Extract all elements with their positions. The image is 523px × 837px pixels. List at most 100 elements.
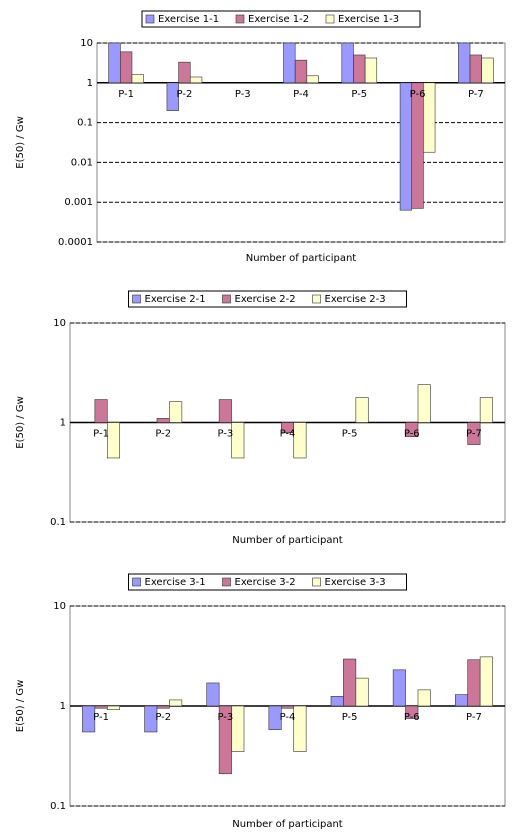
- legend-label: Exercise 3-1: [145, 577, 206, 588]
- x-tick-label: P-1: [118, 89, 134, 100]
- legend-swatch: [235, 14, 245, 24]
- bar: [423, 82, 436, 153]
- legend-box: [128, 573, 407, 591]
- x-tick-label: P-4: [293, 89, 309, 100]
- x-tick-label: P-6: [410, 89, 426, 100]
- y-tick-label: 1: [60, 418, 66, 429]
- legend-swatch: [132, 577, 141, 587]
- x-tick-label: P-2: [155, 429, 171, 440]
- x-tick-label: P-7: [468, 89, 484, 100]
- bar: [169, 401, 183, 423]
- x-tick-label: P-4: [280, 712, 296, 723]
- x-tick-label: P-3: [217, 712, 233, 723]
- x-tick-label: P-3: [235, 89, 251, 100]
- x-tick-label: P-5: [342, 712, 358, 723]
- bar: [82, 705, 96, 733]
- bar: [106, 422, 121, 459]
- legend-swatch: [325, 14, 335, 24]
- y-tick-label: 10: [53, 318, 66, 329]
- legend-box: [141, 10, 421, 28]
- y-axis-label: E(50) / Gw: [15, 116, 26, 169]
- bar: [94, 705, 108, 709]
- bar: [120, 51, 133, 84]
- legend-swatch: [312, 294, 321, 304]
- y-tick-label: 0.001: [64, 197, 93, 208]
- bar: [231, 705, 245, 752]
- y-tick-label: 10: [80, 38, 93, 49]
- legend-label: Exercise 3-2: [235, 577, 296, 588]
- bar: [392, 669, 406, 707]
- bar: [293, 422, 307, 459]
- legend-label: Exercise 2-1: [145, 294, 206, 305]
- bar: [458, 42, 471, 84]
- bar: [341, 42, 354, 84]
- x-tick-label: P-5: [342, 429, 358, 440]
- bar: [467, 659, 481, 707]
- bar: [166, 82, 179, 111]
- legend-box: [128, 290, 407, 308]
- bar: [467, 422, 481, 445]
- bar: [479, 397, 493, 423]
- bar: [481, 57, 494, 84]
- bar: [131, 74, 144, 84]
- bar: [283, 42, 296, 84]
- bar: [231, 422, 245, 459]
- legend-label: Exercise 1-2: [248, 14, 309, 25]
- x-tick-label: P-6: [404, 712, 420, 723]
- bar: [206, 682, 220, 707]
- bar: [106, 705, 121, 710]
- bar: [294, 59, 308, 84]
- bar: [306, 75, 319, 84]
- bar: [293, 705, 307, 752]
- x-tick-label: P-2: [155, 712, 171, 723]
- legend-swatch: [222, 577, 231, 587]
- bar: [280, 705, 295, 709]
- x-tick-label: P-5: [351, 89, 367, 100]
- y-axis-label: E(50) / Gw: [15, 396, 26, 449]
- x-axis-label: Number of participant: [246, 253, 357, 264]
- bar: [469, 54, 482, 84]
- legend-label: Exercise 2-2: [235, 294, 296, 305]
- x-tick-label: P-7: [466, 712, 482, 723]
- bar: [330, 696, 344, 707]
- bar: [399, 82, 413, 211]
- legend-swatch: [132, 294, 141, 304]
- bar: [411, 82, 424, 209]
- bar: [454, 694, 469, 707]
- bar: [156, 418, 170, 423]
- y-tick-label: 0.1: [77, 118, 93, 129]
- legend-label: Exercise 2-3: [325, 294, 386, 305]
- y-tick-label: 0.1: [50, 801, 66, 812]
- legend-swatch: [312, 577, 321, 587]
- y-tick-label: 0.01: [71, 157, 93, 168]
- legend-swatch: [222, 294, 231, 304]
- x-tick-label: P-2: [177, 89, 193, 100]
- x-tick-label: P-6: [404, 429, 420, 440]
- y-tick-label: 0.1: [50, 517, 66, 528]
- bar: [189, 76, 203, 84]
- x-tick-label: P-7: [466, 429, 482, 440]
- bar: [417, 384, 431, 423]
- bar: [156, 705, 170, 709]
- legend-swatch: [145, 14, 155, 24]
- bar: [355, 677, 369, 707]
- bar: [268, 705, 282, 730]
- legend-label: Exercise 1-3: [338, 14, 399, 25]
- bar: [479, 656, 493, 707]
- bar: [343, 658, 357, 707]
- bar: [417, 689, 431, 707]
- y-tick-label: 0.0001: [58, 237, 93, 248]
- bar: [364, 57, 378, 84]
- bar: [405, 422, 419, 437]
- y-axis-label: E(50) / Gw: [15, 680, 26, 733]
- bar: [108, 42, 121, 84]
- bar: [94, 399, 108, 423]
- y-tick-label: 1: [87, 78, 93, 89]
- x-tick-label: P-4: [280, 429, 296, 440]
- bar: [353, 54, 366, 84]
- x-tick-label: P-1: [93, 712, 109, 723]
- y-tick-label: 10: [53, 601, 66, 612]
- x-tick-label: P-3: [217, 429, 233, 440]
- bar: [405, 705, 419, 719]
